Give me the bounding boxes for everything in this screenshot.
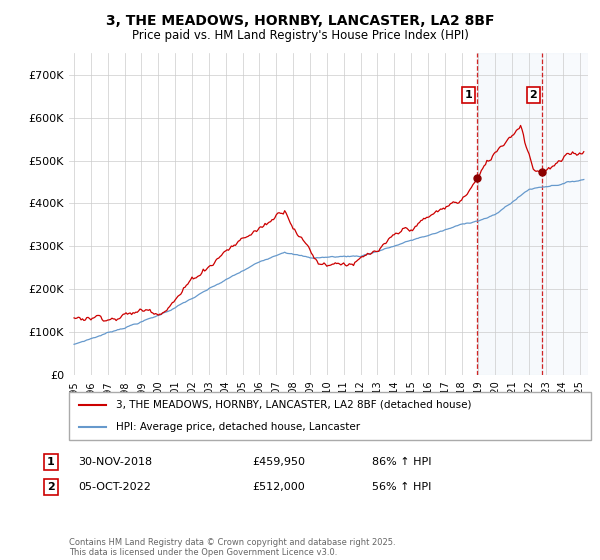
Text: 30-NOV-2018: 30-NOV-2018 bbox=[78, 457, 152, 467]
Text: 86% ↑ HPI: 86% ↑ HPI bbox=[372, 457, 431, 467]
Text: 56% ↑ HPI: 56% ↑ HPI bbox=[372, 482, 431, 492]
Text: 2: 2 bbox=[47, 482, 55, 492]
Text: HPI: Average price, detached house, Lancaster: HPI: Average price, detached house, Lanc… bbox=[116, 422, 360, 432]
Text: 3, THE MEADOWS, HORNBY, LANCASTER, LA2 8BF (detached house): 3, THE MEADOWS, HORNBY, LANCASTER, LA2 8… bbox=[116, 400, 472, 410]
Text: 1: 1 bbox=[47, 457, 55, 467]
Bar bbox=[477, 53, 542, 375]
Text: 05-OCT-2022: 05-OCT-2022 bbox=[78, 482, 151, 492]
Text: £459,950: £459,950 bbox=[252, 457, 305, 467]
Text: £512,000: £512,000 bbox=[252, 482, 305, 492]
Text: 1: 1 bbox=[465, 90, 473, 100]
Text: Contains HM Land Registry data © Crown copyright and database right 2025.
This d: Contains HM Land Registry data © Crown c… bbox=[69, 538, 395, 557]
Text: 2: 2 bbox=[530, 90, 537, 100]
FancyBboxPatch shape bbox=[69, 392, 591, 440]
Text: 3, THE MEADOWS, HORNBY, LANCASTER, LA2 8BF: 3, THE MEADOWS, HORNBY, LANCASTER, LA2 8… bbox=[106, 14, 494, 28]
Bar bbox=[542, 53, 588, 375]
Text: Price paid vs. HM Land Registry's House Price Index (HPI): Price paid vs. HM Land Registry's House … bbox=[131, 29, 469, 42]
